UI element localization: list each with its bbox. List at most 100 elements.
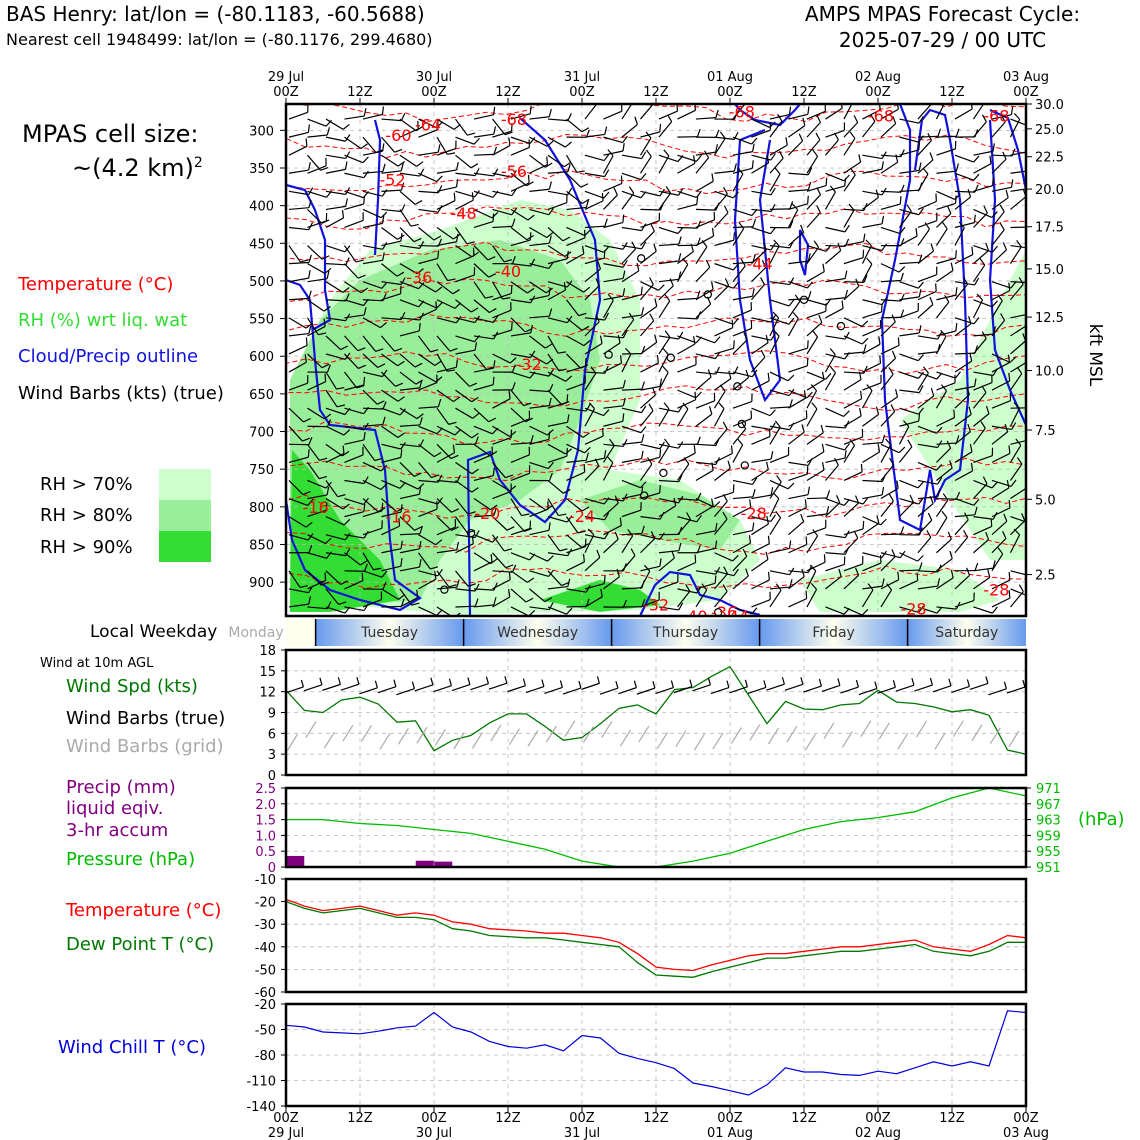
wind-barb-flag [792, 311, 799, 319]
wind-barb [362, 190, 383, 197]
cloud-outline [880, 104, 970, 532]
wind-barb-flag [400, 504, 403, 513]
wind-barb-flag [622, 214, 625, 223]
wind-barb-flag [1016, 240, 1022, 248]
wind-barb-flag [622, 413, 625, 422]
wind-barb-flag [640, 405, 647, 413]
panel-frame [284, 648, 1028, 777]
wind-barb-flag [455, 359, 458, 368]
station-title: BAS Henry: lat/lon = (-80.1183, -60.5688… [6, 2, 425, 26]
wind-barb-flag [360, 287, 368, 294]
wind-barb [399, 209, 412, 227]
wind-barb [954, 360, 973, 373]
wind-barb-flag [751, 137, 758, 145]
wind-barb [455, 425, 473, 439]
surface-wind-barb-flag [652, 680, 656, 689]
wind-barb-flag [595, 314, 600, 323]
wind-barb [751, 599, 771, 608]
wind-barb [565, 154, 578, 173]
wind-barb [307, 263, 326, 274]
wind-barb [899, 371, 919, 379]
wind-barb [418, 299, 437, 309]
wind-barb-flag [582, 432, 590, 438]
wind-barb [862, 168, 883, 174]
wind-barb [788, 113, 809, 120]
wind-barb [436, 147, 457, 156]
surface-wind-barb [877, 686, 896, 694]
wind-barb [658, 154, 679, 163]
wind-barb-flag [992, 143, 995, 152]
wind-barb-flag [722, 186, 728, 195]
wind-barb-flag [505, 474, 514, 479]
wind-barb [972, 299, 984, 319]
wind-barb [639, 463, 653, 481]
bottom-hour-label: 00Z [1013, 1111, 1039, 1126]
wind-barb [936, 442, 957, 445]
wind-barb-flag [1015, 438, 1022, 446]
wind-barb [936, 577, 954, 590]
wind-barb-flag [711, 498, 714, 507]
wind-barb [473, 208, 493, 219]
wind-barb [861, 263, 873, 282]
wind-barb [325, 244, 346, 253]
wind-barb [973, 212, 988, 228]
wind-barb-flag [953, 409, 956, 418]
surface-wind-barb-flag [374, 680, 378, 688]
wind-barb [362, 461, 382, 472]
wind-barb [603, 362, 622, 373]
wind-barb [954, 514, 975, 518]
wind-barb [769, 498, 780, 517]
wind-barb [1009, 444, 1022, 463]
wind-barb [362, 527, 383, 536]
surface-wind-barb-flag [596, 676, 600, 684]
wind-barb-flag [935, 283, 937, 292]
wind-barb-flag [360, 560, 368, 566]
wind-barb-flag [826, 506, 830, 515]
surface-wind-barb [396, 688, 415, 696]
wind-barb-flag [973, 155, 980, 163]
grid-wind-barb [693, 733, 705, 751]
surface-wind-barb [988, 688, 1007, 696]
wind-barb [936, 170, 957, 174]
wind-barb [639, 410, 654, 427]
wind-barb-flag [456, 541, 460, 550]
wind-barb-flag [342, 123, 350, 130]
wind-barb-flag [859, 407, 862, 417]
wind-barb-flag [950, 569, 954, 578]
wind-barb [880, 344, 900, 355]
calm-circle [639, 491, 649, 500]
wind-barb-flag [340, 345, 349, 351]
wind-barb-flag [862, 520, 865, 529]
wind-barb [362, 244, 383, 250]
wind-barb-flag [991, 300, 998, 308]
wind-barb-flag [918, 497, 924, 505]
wind-barb [788, 598, 807, 608]
wind-barb [936, 558, 953, 572]
wind-barb [455, 154, 472, 169]
cell-size-text: ~(4.2 km) [72, 154, 194, 182]
wind-barb-flag [474, 598, 479, 607]
wind-barb-flag [829, 348, 836, 356]
wind-barb [603, 263, 624, 268]
wind-barb [529, 188, 550, 192]
wind-barb-flag [567, 113, 572, 121]
grid-wind-barb [453, 732, 465, 750]
wind-barb [325, 552, 346, 557]
wind-barb-flag [967, 423, 971, 432]
wind-barb [566, 206, 587, 211]
wind-barb-flag [881, 434, 886, 443]
wind-barb [492, 329, 512, 337]
wind-barb [418, 425, 438, 435]
wind-barb-flag [645, 131, 652, 139]
panel-tick-label: 2.5 [255, 782, 276, 797]
wind-barb [825, 139, 839, 156]
wind-barb [603, 405, 624, 409]
wind-barb-flag [981, 331, 987, 339]
surface-wind-barb [359, 687, 378, 695]
surface-wind-barb-flag [855, 679, 859, 688]
grid-wind-barb [841, 731, 853, 748]
wind-barb [973, 567, 994, 572]
wind-barb-flag [493, 168, 499, 177]
wind-barb [307, 494, 328, 500]
wind-barb [806, 121, 821, 138]
